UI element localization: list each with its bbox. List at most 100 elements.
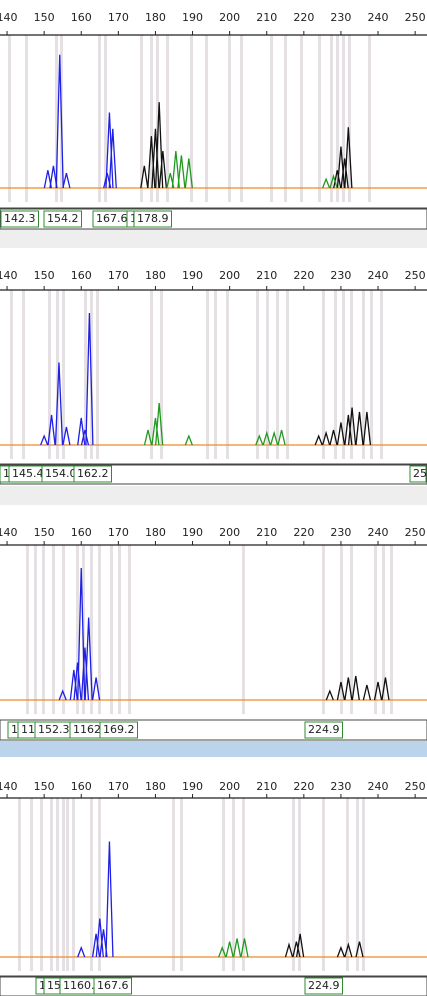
peak (344, 414, 353, 446)
allele-label: 15 (47, 979, 61, 992)
peak (108, 128, 117, 189)
peak (355, 411, 364, 446)
bin-marker (205, 35, 208, 202)
x-tick-label: 210 (256, 526, 277, 539)
bin-marker (10, 290, 13, 459)
x-tick-label: 240 (368, 526, 389, 539)
peak (321, 177, 331, 189)
bin-marker (104, 35, 107, 202)
x-tick-label: 200 (219, 780, 240, 793)
peak (225, 941, 234, 958)
x-tick-label: 160 (71, 780, 92, 793)
peak (105, 112, 114, 189)
bin-marker (346, 798, 349, 971)
label-row (0, 208, 427, 230)
peak (77, 567, 86, 701)
x-tick-label: 230 (330, 780, 351, 793)
allele-label: 167.6 (97, 979, 129, 992)
x-tick-label: 190 (182, 11, 203, 24)
x-tick-label: 180 (145, 780, 166, 793)
allele-label: 1162. (73, 723, 105, 736)
separator (0, 486, 427, 505)
bin-marker (72, 798, 75, 971)
bin-marker (190, 35, 193, 202)
peak (336, 422, 346, 446)
allele-label: 142.3 (4, 212, 36, 225)
x-tick-label: 140 (0, 526, 18, 539)
bin-marker (66, 798, 69, 971)
peak (143, 429, 153, 446)
peak (344, 677, 353, 701)
allele-box (93, 977, 132, 995)
bin-marker (206, 290, 209, 459)
peak (140, 165, 149, 189)
bin-marker (342, 35, 345, 202)
bin-marker (55, 35, 58, 202)
peak (55, 54, 64, 189)
bin-marker (26, 545, 29, 714)
bin-marker (322, 545, 325, 714)
x-tick-label: 220 (293, 11, 314, 24)
allele-label: 152.3 (38, 723, 70, 736)
peak (49, 165, 58, 189)
bin-marker (232, 798, 235, 971)
bin-marker (266, 290, 269, 459)
bin-marker (150, 35, 153, 202)
allele-label: 1 (11, 723, 18, 736)
peak (284, 942, 294, 958)
peak (91, 933, 101, 958)
label-row (0, 463, 427, 485)
peak (171, 150, 180, 189)
x-tick-label: 230 (330, 526, 351, 539)
peak (255, 434, 264, 446)
allele-label: 154.0 (45, 467, 77, 480)
x-tick-label: 150 (34, 780, 55, 793)
peak (58, 689, 67, 701)
bin-marker (362, 798, 365, 971)
bin-marker (362, 290, 365, 459)
peak (351, 675, 360, 701)
allele-box (0, 210, 39, 228)
x-tick-label: 170 (108, 11, 129, 24)
bin-marker (56, 798, 59, 971)
bin-marker (150, 290, 153, 459)
bin-marker (52, 545, 55, 714)
bin-marker (292, 798, 295, 971)
peak (184, 434, 193, 446)
peak (240, 938, 249, 958)
label-row (0, 975, 427, 996)
peak (158, 150, 168, 189)
peak (77, 417, 86, 446)
bin-marker (270, 35, 273, 202)
bin-marker (382, 545, 385, 714)
x-tick-label: 240 (368, 780, 389, 793)
x-tick-label: 250 (405, 780, 426, 793)
bin-marker (340, 545, 343, 714)
allele-label: 169.2 (103, 723, 135, 736)
peak (43, 170, 52, 189)
x-tick-label: 200 (219, 269, 240, 282)
x-tick-label: 240 (368, 11, 389, 24)
bin-marker (98, 545, 101, 714)
x-tick-label: 190 (182, 780, 203, 793)
bin-marker (98, 35, 101, 202)
bin-marker (214, 290, 217, 459)
x-tick-label: 180 (145, 269, 166, 282)
x-tick-label: 180 (145, 526, 166, 539)
allele-box (99, 721, 138, 739)
bin-marker (76, 545, 79, 714)
bin-marker (240, 35, 243, 202)
bin-marker (318, 35, 321, 202)
peak (347, 407, 357, 446)
peak (85, 312, 94, 446)
selected-separator (0, 741, 427, 757)
x-tick-label: 210 (256, 269, 277, 282)
x-tick-label: 170 (108, 269, 129, 282)
peak (362, 411, 372, 446)
peak (184, 158, 193, 189)
peak (344, 942, 353, 958)
bin-marker (242, 545, 245, 714)
peak (40, 434, 49, 446)
bin-marker (298, 798, 301, 971)
x-tick-label: 230 (330, 11, 351, 24)
